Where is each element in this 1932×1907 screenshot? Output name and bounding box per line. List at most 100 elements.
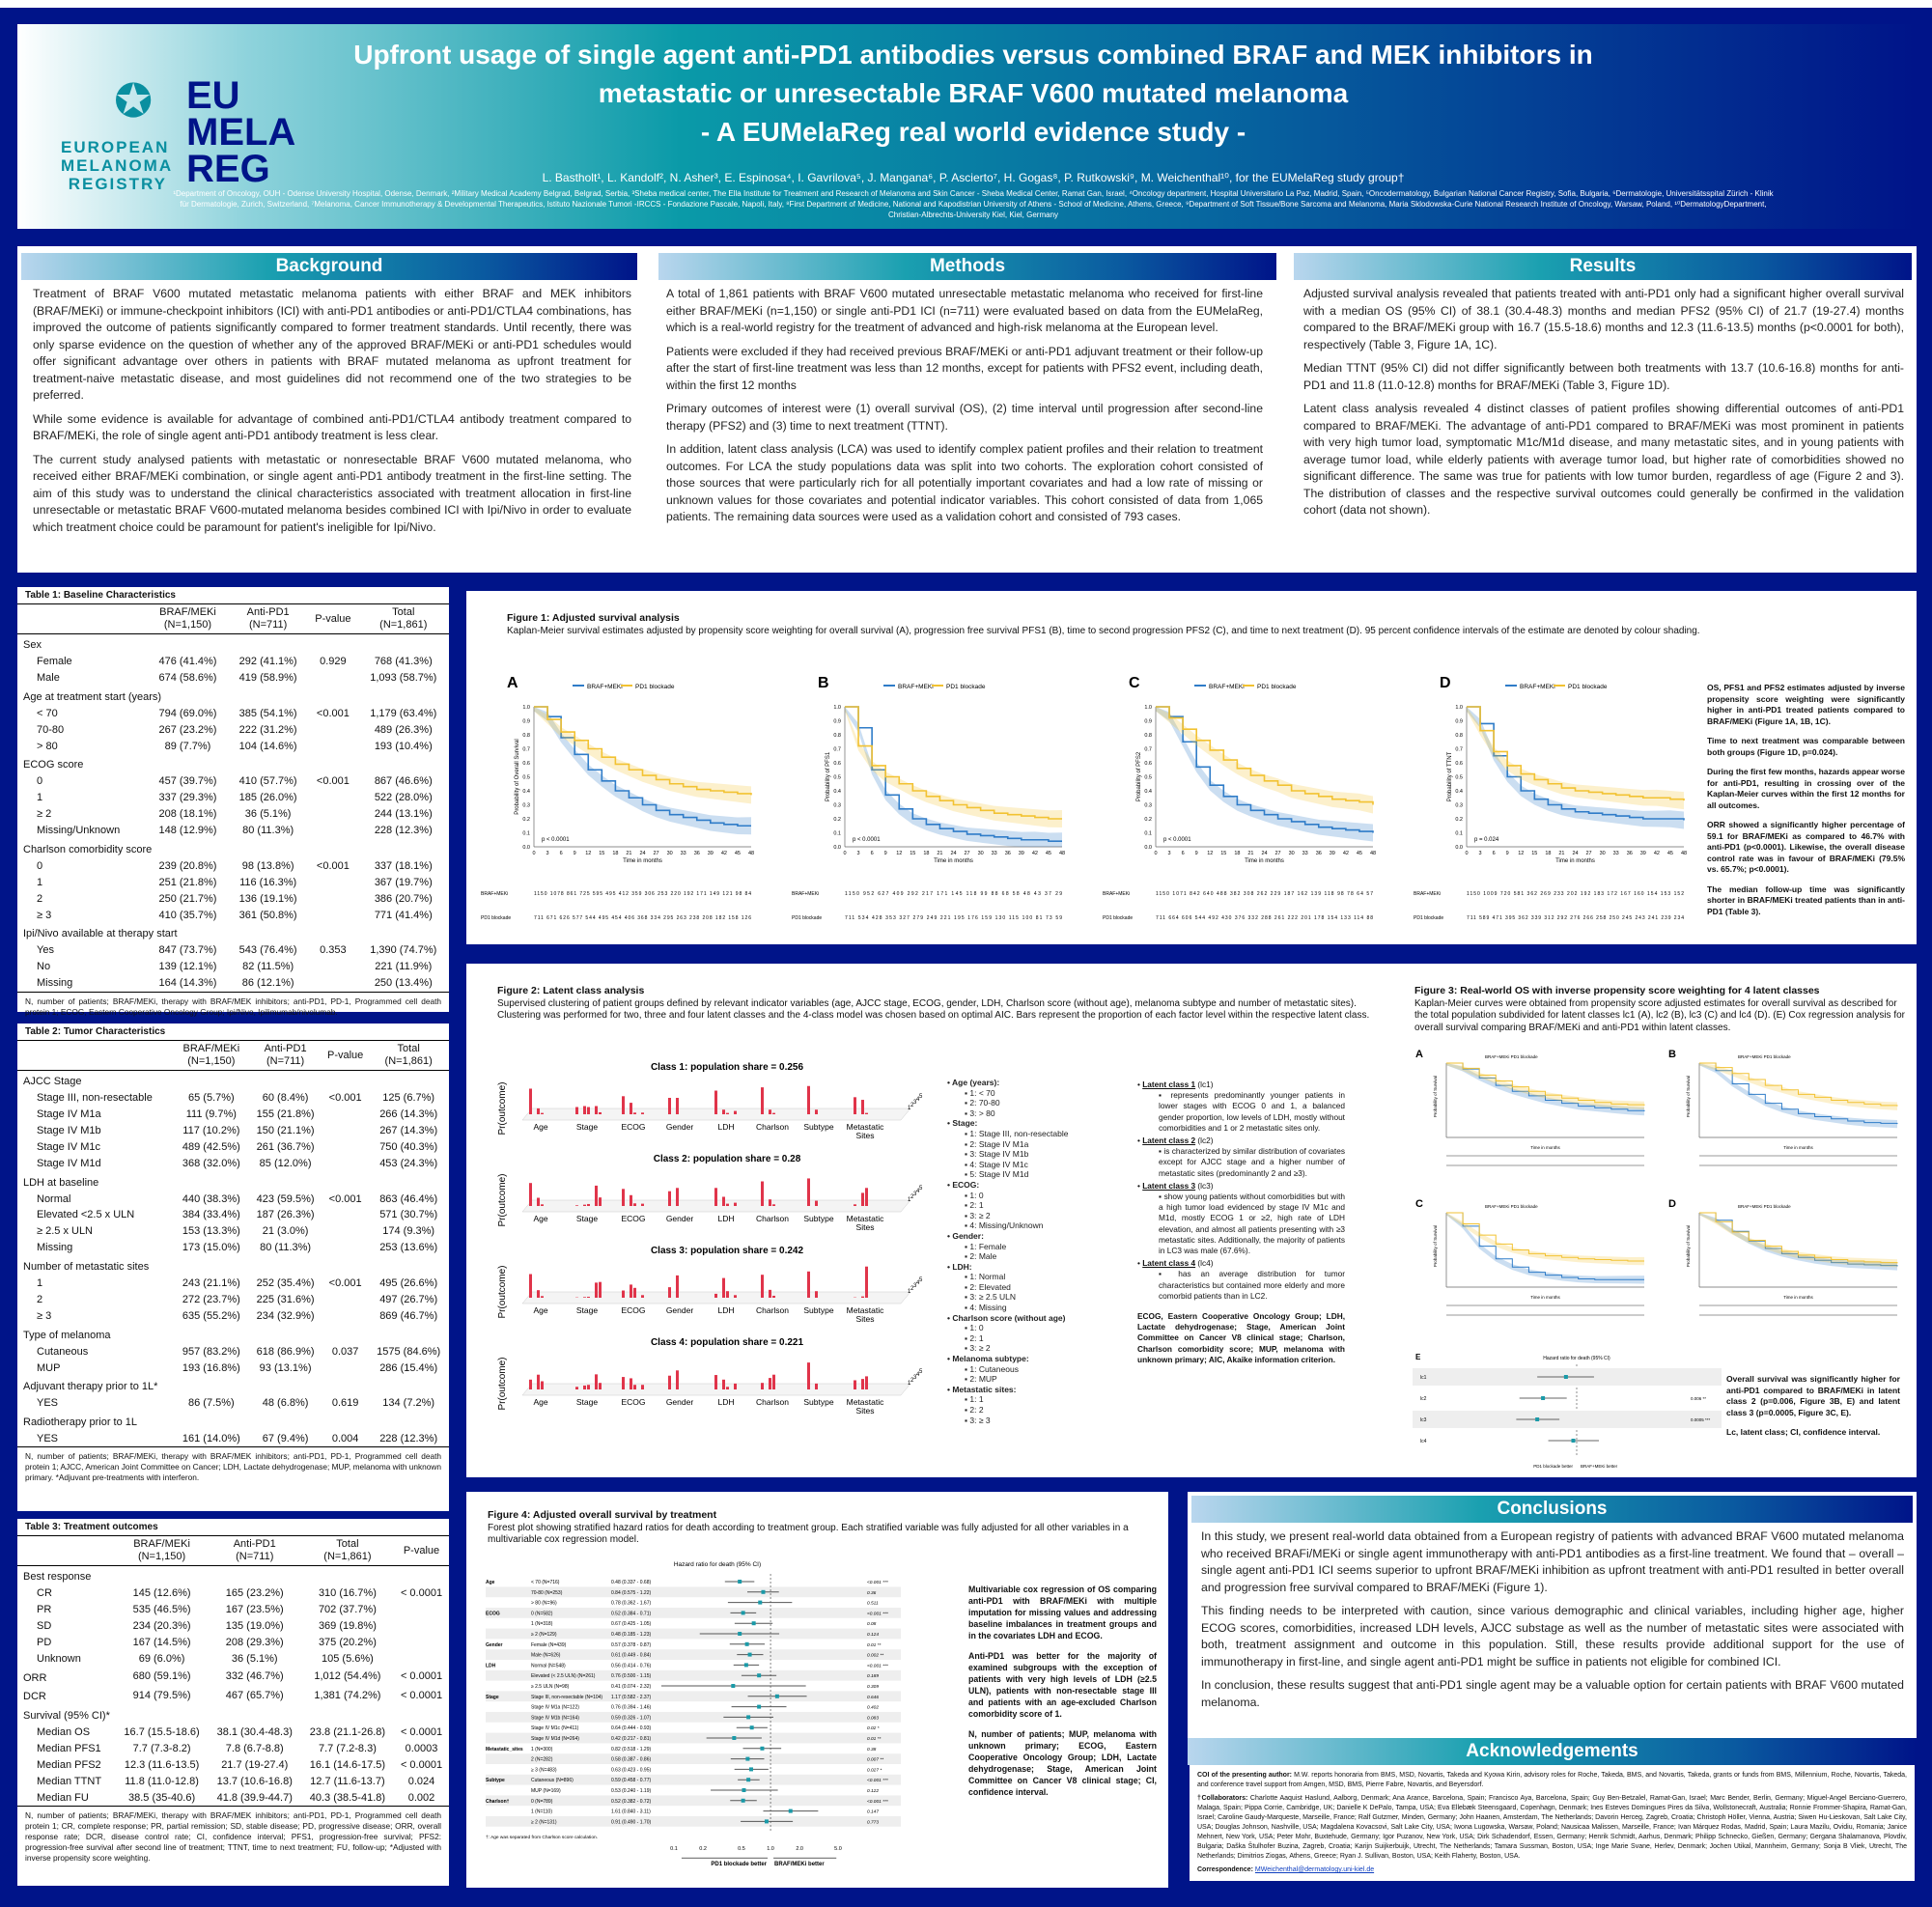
legend-item: ▪ 5: Stage IV M1d	[965, 1169, 1029, 1180]
hr-ci-text: 0.48 (0.185 - 1.23)	[611, 1632, 651, 1638]
bar	[722, 1109, 725, 1114]
row-label: Female	[37, 655, 72, 667]
row-label: ≥ 2.5 x ULN	[37, 1225, 94, 1238]
y-tick-label: 0.9	[1144, 719, 1152, 725]
background-text: Treatment of BRAF V600 mutated metastati…	[33, 286, 631, 543]
cell-value: 185 (26.0%)	[238, 792, 297, 804]
hr-point	[741, 1798, 745, 1803]
row-label: Stage IV M1c	[37, 1140, 101, 1153]
latent-class-abbrev: (lc4)	[1195, 1258, 1214, 1269]
bar	[865, 1188, 868, 1206]
background-heading: Background	[21, 253, 637, 280]
bar	[668, 1375, 671, 1389]
cell-value: 134 (7.2%)	[382, 1397, 435, 1410]
table: BRAF/MEKi (N=1,150) Anti-PD1 (N=711) Total (N…	[17, 1536, 449, 1806]
cell-value: 65 (5.7%)	[188, 1091, 235, 1104]
title-line: - A EUMelaReg real world evidence study …	[700, 117, 1246, 147]
cell-value: 116 (16.3%)	[239, 876, 297, 888]
bar	[761, 1087, 764, 1114]
cell-value: 228 (12.3%)	[374, 825, 433, 837]
table-row: Female 476 (41.4%) 292 (41.1%) 0.929 768 (41…	[17, 654, 449, 670]
survival-curve	[1446, 1062, 1645, 1112]
conclusions-text: In this study, we present real-world dat…	[1201, 1528, 1904, 1718]
x-tick-label: 12	[1207, 851, 1213, 856]
category-label: Charlson	[756, 1122, 789, 1132]
cell-value: 863 (46.4%)	[379, 1192, 438, 1205]
p-value: 0.646	[867, 1695, 879, 1700]
bar	[599, 1111, 602, 1114]
category-label: Gender	[666, 1122, 694, 1132]
panel-letter: D	[1440, 675, 1451, 691]
correspondence-label: Correspondence:	[1197, 1866, 1253, 1873]
group-label: Gender	[486, 1642, 503, 1648]
y-tick-label: 0.8	[522, 733, 530, 739]
hr-ci-text: 0.52 (0.384 - 0.71)	[611, 1611, 651, 1616]
cell-value	[308, 890, 357, 907]
p-value: p < 0.0001	[853, 837, 881, 843]
subgroup-label: ≥ 2 (N=131)	[531, 1819, 557, 1825]
cell-value: <0.001	[316, 707, 350, 719]
x-tick-label: 2.0	[796, 1846, 803, 1852]
cell-value	[308, 738, 357, 754]
row-section-label: Type of melanoma	[23, 1329, 111, 1341]
table-tumor-characteristics: Table 2: Tumor Characteristics BRAF/MEKi(…	[17, 1024, 449, 1511]
bar	[722, 1379, 725, 1389]
legend-item: ▪ 1: 1	[965, 1394, 984, 1405]
paragraph: In this study, we present real-world dat…	[1201, 1529, 1904, 1594]
row-stripe	[486, 1691, 901, 1702]
level-tick: 4	[916, 1097, 920, 1103]
table-treatment-outcomes: Table 3: Treatment outcomes BRAF/MEKi (N=1…	[17, 1519, 449, 1886]
x-tick-label: 1.0	[767, 1846, 774, 1852]
cell-value	[308, 721, 357, 738]
legend-item: ▪ 2: Stage IV M1a	[965, 1138, 1029, 1149]
table-row: Adjuvant therapy prior to 1L*	[17, 1376, 449, 1395]
row-stripe	[486, 1669, 901, 1681]
subgroup-label: > 80 (N=96)	[531, 1601, 557, 1607]
category-label: LDH	[717, 1397, 734, 1407]
cell-value: 337 (29.3%)	[158, 792, 217, 804]
row-label: Median PFS2	[37, 1758, 101, 1771]
cell-value: 193 (10.4%)	[374, 740, 433, 752]
figure1-title: Figure 1: Adjusted survival analysis	[507, 612, 680, 624]
subgroup-label: Normal (N=548)	[531, 1663, 566, 1669]
y-tick-label: 0.0	[1144, 845, 1152, 851]
row-label: Stage IV M1a	[37, 1108, 101, 1120]
legend-item: ▪ 3: ≥ 2	[965, 1210, 991, 1220]
p-value: p < 0.0001	[1163, 837, 1191, 843]
row-section-label: Survival (95% CI)*	[23, 1709, 110, 1722]
table-row: Male 674 (58.6%) 419 (58.9%) 1,093 (58.7%)	[17, 670, 449, 687]
cell-value: 12.3 (11.6-13.5)	[124, 1758, 200, 1771]
cell-value: 164 (14.3%)	[158, 977, 217, 990]
level-tick: 2	[910, 1103, 914, 1108]
cell-value: 135 (19.0%)	[225, 1619, 284, 1632]
legend-item: ▪ 3: ≥ 2.5 ULN	[965, 1292, 1017, 1303]
bar	[587, 1107, 590, 1114]
cell-value: 367 (19.7%)	[374, 876, 433, 888]
bar	[668, 1191, 671, 1206]
cell-value	[322, 1360, 368, 1376]
paragraph: This finding needs to be interpreted wit…	[1201, 1604, 1904, 1669]
x-tick-label: 15	[1531, 851, 1537, 856]
category-label: Sites	[856, 1406, 875, 1416]
note: ORR showed a significantly higher percen…	[1707, 820, 1905, 874]
x-tick-label: 45	[735, 851, 741, 856]
x-tick-label: 12	[896, 851, 902, 856]
paragraph: Patients were excluded if they had recei…	[666, 344, 1263, 392]
column-header: Total (N=1,861)	[368, 1041, 449, 1071]
row-label: < 70	[37, 707, 58, 719]
correspondence-email-link[interactable]: MWeichenthal@dermatology.uni-kiel.de	[1254, 1866, 1375, 1873]
bar	[529, 1379, 532, 1389]
column-header: P-value	[308, 604, 358, 634]
subgroup-label: Stage IV M1c (N=411)	[531, 1725, 579, 1731]
x-tick-label: 33	[992, 851, 997, 856]
x-tick-label: 3	[546, 851, 549, 856]
bar	[734, 1202, 737, 1206]
legend-item: ▪ 2: 1	[965, 1332, 984, 1343]
bar	[815, 1109, 818, 1114]
hr-ci-text: 0.67 (0.425 - 1.05)	[611, 1621, 651, 1627]
conclusions-heading: Conclusions	[1191, 1496, 1913, 1523]
subgroup-label: 70-80 (N=253)	[531, 1590, 563, 1596]
cell-value: 272 (23.7%)	[182, 1294, 240, 1306]
bar	[583, 1385, 586, 1389]
subgroup-label: ≥ 2 (N=129)	[531, 1632, 557, 1638]
